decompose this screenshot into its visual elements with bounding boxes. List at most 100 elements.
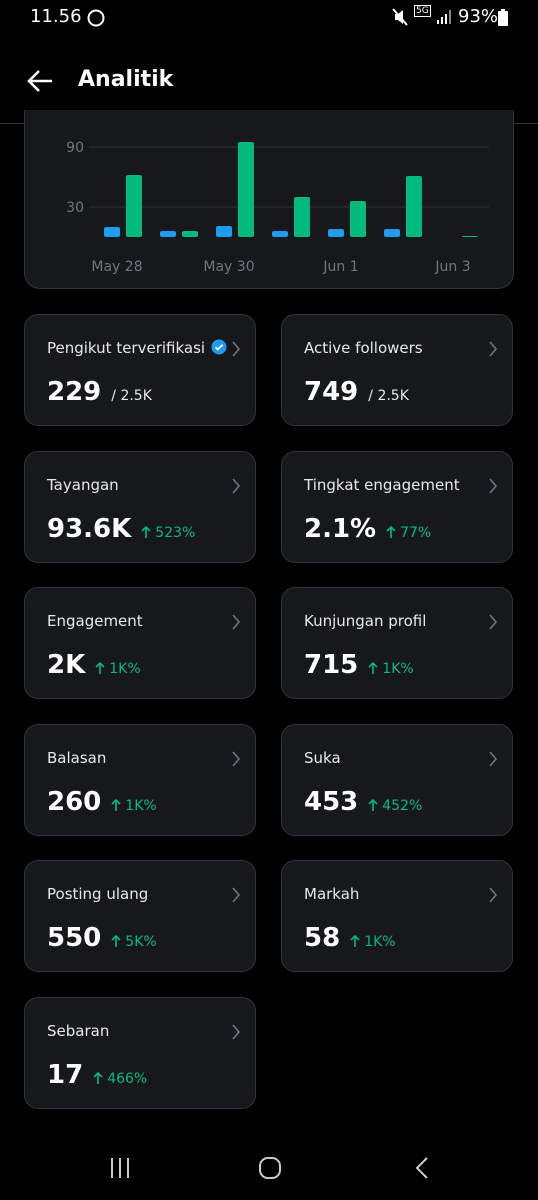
metric-label-text: Pengikut terverifikasi [47,339,206,357]
x-tick-label: Jun 1 [322,259,358,275]
metric-value: 58 1K% [304,923,396,953]
chevron [489,887,498,903]
y-tick-label: 30 [66,200,84,216]
network-type: 5G [414,5,431,17]
page-title: Analitik [78,67,174,92]
recent-apps-button[interactable] [108,1156,132,1180]
bar [272,231,288,237]
bar [350,201,366,237]
back-button[interactable] [26,67,54,95]
bar [406,176,422,237]
metric-card[interactable]: Balasan 260 1K% [24,723,256,836]
up-arrow [350,934,360,947]
clock: 11.56 [30,6,82,27]
up-arrow [368,661,378,674]
metric-label: Markah [304,885,359,903]
up-arrow [111,934,121,947]
metric-value: 453 452% [304,787,422,817]
up-arrow [93,1071,103,1084]
metric-number: 550 [47,923,102,953]
metric-value: 550 5K% [47,923,157,953]
metric-card[interactable]: Pengikut terverifikasi 229 / 2.5K [24,314,256,426]
metric-change: 5K% [111,934,157,950]
chevron [489,341,498,357]
signal-icon [437,10,451,24]
metric-card[interactable]: Tayangan 93.6K 523% [24,450,256,563]
nav-back-button[interactable] [412,1156,432,1180]
metric-label-text: Kunjungan profil [304,612,427,630]
chart: 30 90 May 28 May 30 Jun 1 Jun 3 [66,140,489,275]
metric-value: 2.1% 77% [304,514,431,544]
bar [328,229,344,237]
metric-change: 523% [141,525,195,541]
metric-label-text: Balasan [47,748,107,767]
metric-number: 260 [47,786,102,817]
bar [160,231,176,237]
whatsapp-icon [87,9,105,27]
metric-card[interactable]: Markah 58 1K% [281,860,513,972]
metric-change: 466% [93,1071,147,1087]
metric-label: Pengikut terverifikasi [47,339,227,357]
metric-label: Sebaran [47,1022,109,1040]
metric-change: 1K% [368,661,414,677]
metric-value: 749 / 2.5K [304,377,409,407]
metric-card[interactable]: Active followers 749 / 2.5K [281,314,513,426]
metric-number: 715 [304,650,359,680]
metric-label-text: Sebaran [47,1021,110,1040]
metric-label: Engagement [47,612,143,630]
battery-icon [498,9,508,26]
mute-icon [392,8,408,26]
metric-change: 1K% [350,934,396,950]
up-arrow [368,798,378,811]
home-button[interactable] [258,1156,282,1180]
metric-change-text: 466% [107,1070,148,1087]
metric-change: 452% [368,798,422,814]
metric-card[interactable]: Engagement 2K 1K% [24,587,256,699]
metric-card[interactable]: Suka 453 452% [281,723,513,836]
metric-card[interactable]: Posting ulang 550 5K% [24,860,256,972]
metric-number: 453 [304,786,359,817]
metric-change: 77% [386,525,431,541]
metric-card[interactable]: Sebaran 17 466% [24,996,256,1109]
metric-change-text: 1K% [382,661,414,677]
metric-number: 749 [304,377,359,407]
x-tick-label: May 30 [203,259,254,275]
bar [294,197,310,237]
metric-change: 1K% [111,797,157,814]
chevron [232,341,241,357]
metric-label-text: Suka [304,748,341,767]
metric-change-text: 1K% [364,934,396,950]
metric-number: 229 [47,377,102,407]
chevron [232,477,241,494]
bar [182,231,198,237]
metric-label-text: Tayangan [47,475,119,494]
metric-number: 2.1% [304,513,377,544]
metric-value: 715 1K% [304,650,414,680]
chevron [232,887,241,903]
metric-change-text: 1K% [109,661,141,677]
up-arrow [386,525,396,538]
metric-value: 2K 1K% [47,650,141,680]
metric-label: Balasan [47,749,106,767]
metric-label-text: Posting ulang [47,885,149,903]
metric-card[interactable]: Kunjungan profil 715 1K% [281,587,513,699]
metric-label: Active followers [304,339,423,357]
metric-number: 93.6K [47,513,132,544]
metric-change-text: 523% [155,524,196,541]
metric-label-text: Active followers [304,339,423,357]
up-arrow [141,525,151,538]
metric-value: 93.6K 523% [47,514,195,544]
metric-total: / 2.5K [111,388,152,404]
metric-total: / 2.5K [368,388,409,404]
metric-card[interactable]: Tingkat engagement 2.1% 77% [281,450,513,563]
bar [216,226,232,237]
metric-value: 17 466% [47,1060,147,1090]
bar [104,227,120,237]
metric-value: 260 1K% [47,787,157,817]
metric-number: 58 [304,923,341,953]
metric-change-text: 5K% [125,934,157,950]
x-tick-label: Jun 3 [434,259,470,275]
chevron [489,477,498,494]
metric-change-text: 1K% [125,797,157,814]
